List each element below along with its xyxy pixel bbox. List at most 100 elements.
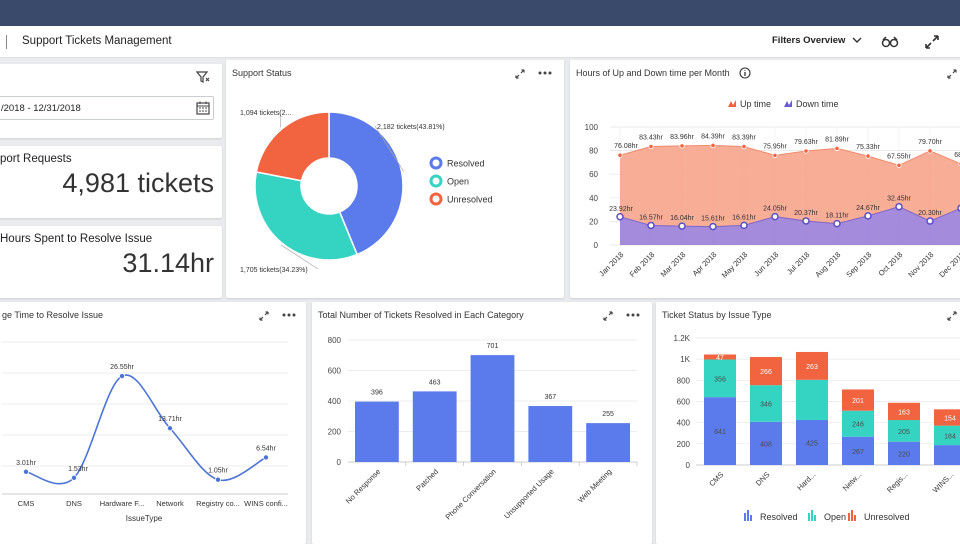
date-range-input[interactable]: /2018 - 12/31/2018 [0, 96, 214, 120]
data-label: 26.55hr [110, 364, 134, 371]
data-point-up-time [679, 143, 685, 149]
data-label-up-time: 84.39hr [701, 133, 725, 140]
expand-icon[interactable] [258, 310, 270, 322]
data-label-up-time: 76.08hr [614, 143, 638, 150]
x-tick-label: Hard... [795, 470, 817, 492]
data-label: 3.01hr [16, 460, 37, 467]
data-label-up-time: 75.33hr [856, 144, 880, 151]
more-options-icon[interactable] [282, 312, 296, 318]
bar-web-meeting [586, 423, 630, 462]
dashboard-header: Support Tickets Management Filters Overv… [0, 26, 960, 58]
stack-segment-label: 266 [760, 369, 772, 376]
data-label-down-time: 32.45hr [887, 196, 911, 203]
legend-marker-resolved [747, 510, 749, 521]
x-tick-label: Netw... [841, 470, 864, 493]
filters-overview-button[interactable]: Filters Overview [772, 35, 862, 46]
data-point-down-time [926, 217, 934, 225]
calendar-icon[interactable] [196, 101, 210, 115]
donut-slice-resolved [328, 111, 404, 256]
stack-segment-label: 220 [898, 451, 910, 458]
x-tick-label: Registry co... [196, 499, 240, 508]
stack-segment-open [704, 359, 736, 398]
expand-icon[interactable] [514, 68, 526, 80]
data-point [22, 468, 29, 475]
expand-icon[interactable] [946, 310, 958, 322]
stack-segment-open [934, 425, 960, 446]
x-tick-label: May 2018 [720, 250, 750, 280]
glasses-icon[interactable] [880, 32, 900, 52]
stack-segment-label: 163 [898, 409, 910, 416]
expand-icon[interactable] [602, 310, 614, 322]
legend-label-unresolved: Unresolved [447, 195, 493, 205]
donut-leader-line [279, 111, 281, 128]
data-label: 13.71hr [158, 416, 182, 423]
data-label-up-time: 68.8 [954, 152, 960, 159]
clear-filter-icon[interactable] [196, 70, 210, 84]
x-tick-label: Nov 2018 [906, 250, 935, 279]
data-point-up-time [834, 145, 840, 151]
data-label-up-time: 79.70hr [918, 139, 942, 146]
avg-time-title: ge Time to Resolve Issue [2, 310, 104, 320]
data-label-down-time: 16.57hr [639, 214, 663, 221]
stack-segment-resolved [934, 445, 960, 465]
donut-slice-open [254, 171, 359, 261]
more-options-icon[interactable] [538, 70, 552, 76]
data-point [166, 425, 173, 432]
legend-marker-unresolved [851, 510, 853, 521]
data-label-down-time: 20.37hr [794, 210, 818, 217]
stack-segment-label: 641 [714, 429, 726, 436]
stack-segment-label: 246 [852, 422, 864, 429]
x-tick-label: No Response [344, 467, 383, 506]
x-axis-label: IssueType [126, 514, 163, 523]
filters-overview-label: Filters Overview [772, 35, 846, 46]
fullscreen-icon[interactable] [922, 32, 942, 52]
data-label-up-time: 83.96hr [670, 134, 694, 141]
stack-segment-resolved [888, 441, 920, 465]
data-label-down-time: 23.92hr [609, 206, 633, 213]
y-tick-label: 40 [589, 194, 598, 203]
info-icon[interactable] [739, 67, 751, 79]
y-tick-label: 200 [328, 428, 342, 437]
area-series-down-time [620, 206, 960, 245]
x-tick-label: Web Meeting [576, 467, 614, 505]
y-tick-label: 800 [328, 336, 342, 345]
stack-segment-unresolved [704, 354, 736, 360]
stack-segment-open [796, 379, 828, 421]
more-options-icon[interactable] [626, 312, 640, 318]
line-series-down-time [619, 206, 960, 228]
stack-segment-open [842, 410, 874, 437]
resolved-category-card: Total Number of Tickets Resolved in Each… [312, 302, 652, 544]
expand-icon[interactable] [946, 68, 958, 80]
legend-marker-open [429, 174, 443, 188]
donut-slice-unresolved [255, 111, 330, 182]
issue-status-stacked-chart: 0 200 400 600 800 1K 1.2K 641 356 47 CMS 408 346 266 D… [674, 334, 960, 522]
area-series-up-time [620, 145, 960, 227]
y-tick-label: 0 [594, 241, 599, 250]
data-label-up-time: 67.55hr [887, 153, 911, 160]
donut-slice-label: 2,182 tickets(43.81%) [377, 124, 445, 131]
y-tick-label: 600 [677, 398, 691, 407]
y-tick-label: 100 [585, 123, 599, 132]
bar-value-label: 701 [487, 343, 499, 350]
data-point [214, 476, 221, 483]
bar-phone-conversation [470, 355, 515, 462]
data-point-down-time [616, 213, 624, 221]
x-tick-label: Phone Conversation [443, 467, 497, 521]
y-tick-label: 1.2K [674, 334, 691, 343]
stack-segment-label: 47 [716, 355, 724, 362]
legend-marker-unresolved [429, 192, 443, 206]
legend-label-resolved: Resolved [760, 512, 798, 522]
data-label-up-time: 81.89hr [825, 136, 849, 143]
x-tick-label: Jun 2018 [752, 250, 780, 278]
x-tick-label: Hardware F... [100, 499, 145, 508]
donut-leader-line [374, 125, 404, 172]
data-label-up-time: 75.95hr [763, 143, 787, 150]
stack-segment-open [750, 385, 782, 422]
data-label-down-time: 16.61hr [732, 214, 756, 221]
data-label-up-time: 83.39hr [732, 135, 756, 142]
y-tick-label: 600 [328, 367, 342, 376]
chevron-down-icon [852, 37, 862, 44]
x-tick-label: Jan 2018 [597, 250, 625, 278]
data-point-up-time [865, 153, 871, 159]
x-tick-label: Mar 2018 [659, 250, 688, 279]
